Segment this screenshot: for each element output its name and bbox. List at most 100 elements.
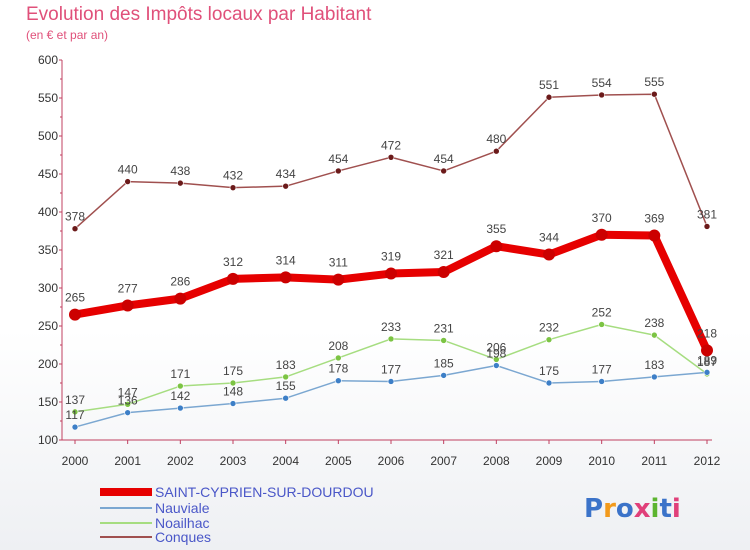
- y-tick-label: 300: [38, 281, 58, 295]
- data-label: 177: [381, 362, 401, 376]
- data-point: [493, 147, 500, 155]
- data-point: [490, 240, 503, 253]
- data-point: [177, 179, 184, 187]
- legend-label: Noailhac: [155, 515, 209, 531]
- data-label: 137: [65, 393, 85, 407]
- data-label: 314: [276, 253, 296, 267]
- data-point: [229, 400, 237, 407]
- data-label: 185: [434, 356, 454, 370]
- data-label: 555: [644, 75, 664, 89]
- data-point: [493, 362, 500, 369]
- data-label: 136: [118, 394, 138, 408]
- brand-logo-letter: t: [659, 494, 671, 524]
- data-label: 277: [118, 281, 138, 295]
- data-label: 319: [381, 250, 401, 264]
- data-point: [545, 379, 553, 387]
- data-point: [440, 337, 447, 344]
- data-label: 232: [539, 321, 559, 335]
- brand-logo-letter: x: [634, 494, 651, 524]
- data-label: 252: [592, 305, 612, 319]
- data-point: [335, 377, 342, 385]
- data-point: [229, 379, 237, 387]
- data-label: 554: [592, 76, 612, 90]
- y-tick-label: 350: [38, 243, 58, 257]
- data-point: [71, 225, 79, 233]
- data-point: [282, 394, 289, 402]
- x-tick-label: 2011: [641, 454, 667, 468]
- y-tick-label: 500: [38, 129, 58, 143]
- brand-logo-letter: P: [584, 494, 603, 524]
- y-tick-label: 100: [38, 433, 58, 447]
- data-label: 238: [644, 316, 664, 330]
- data-label: 480: [486, 132, 506, 146]
- x-tick-label: 2012: [694, 454, 721, 468]
- data-label: 177: [592, 362, 612, 376]
- x-tick-label: 2005: [325, 454, 352, 468]
- data-label: 178: [328, 362, 348, 376]
- data-point: [387, 378, 395, 385]
- data-label: 206: [486, 340, 506, 354]
- data-point: [543, 248, 555, 261]
- x-tick-label: 2010: [588, 454, 615, 468]
- y-tick-label: 450: [38, 167, 58, 181]
- data-point: [387, 335, 395, 343]
- data-label: 434: [276, 167, 296, 181]
- data-label: 117: [65, 408, 84, 422]
- data-point: [177, 382, 184, 390]
- data-label: 218: [697, 326, 717, 340]
- series-saint-cyprien-sur-dourdou: 265 277 286 312 314 311 319 321 355 344 370 369 218: [65, 211, 717, 357]
- data-label: 208: [328, 339, 348, 353]
- data-point: [279, 271, 292, 284]
- data-label: 438: [170, 164, 190, 178]
- chart-title: Evolution des Impôts locaux par Habitant: [26, 4, 372, 25]
- data-label: 231: [434, 321, 454, 335]
- data-point: [598, 91, 605, 99]
- data-point: [282, 373, 289, 381]
- x-tick-label: 2008: [483, 454, 510, 468]
- data-point: [651, 373, 658, 381]
- data-point: [545, 93, 553, 101]
- x-tick-label: 2007: [430, 454, 457, 468]
- legend-item: Noailhac: [100, 515, 209, 531]
- data-label: 381: [697, 207, 717, 221]
- data-point: [545, 336, 553, 343]
- legend-label: Conques: [155, 529, 211, 545]
- legend-item: SAINT-CYPRIEN-SUR-DOURDOU: [100, 484, 374, 500]
- data-label: 147: [118, 385, 138, 399]
- data-point: [124, 409, 131, 416]
- legend-item: Conques: [100, 529, 211, 545]
- data-label: 321: [434, 248, 454, 262]
- brand-logo-letter: r: [603, 494, 616, 524]
- x-tick-label: 2001: [114, 454, 141, 468]
- data-point: [282, 182, 289, 190]
- x-tick-label: 2000: [62, 454, 89, 468]
- data-label: 311: [329, 256, 348, 270]
- data-point: [121, 299, 134, 312]
- data-point: [174, 292, 187, 305]
- data-point: [177, 404, 184, 412]
- data-label: 183: [276, 358, 296, 372]
- x-tick-label: 2006: [378, 454, 405, 468]
- data-label: 378: [65, 210, 85, 224]
- data-point: [124, 178, 131, 185]
- x-tick-label: 2009: [536, 454, 563, 468]
- data-point: [71, 423, 79, 431]
- data-point: [229, 184, 237, 191]
- data-label: 551: [539, 78, 559, 92]
- chart-subtitle: (en € et par an): [26, 28, 109, 42]
- data-label: 183: [644, 358, 664, 372]
- data-point: [598, 321, 605, 328]
- data-label: 171: [170, 367, 190, 381]
- data-label: 440: [118, 163, 138, 177]
- data-label: 454: [328, 152, 348, 166]
- y-tick-label: 250: [38, 319, 58, 333]
- data-point: [701, 344, 713, 357]
- data-point: [703, 369, 711, 376]
- data-point: [335, 354, 342, 362]
- series-line: [74, 93, 708, 230]
- data-label: 265: [65, 291, 85, 305]
- data-label: 187: [697, 355, 717, 369]
- data-point: [124, 400, 131, 408]
- y-tick-label: 400: [38, 205, 58, 219]
- data-point: [703, 223, 711, 230]
